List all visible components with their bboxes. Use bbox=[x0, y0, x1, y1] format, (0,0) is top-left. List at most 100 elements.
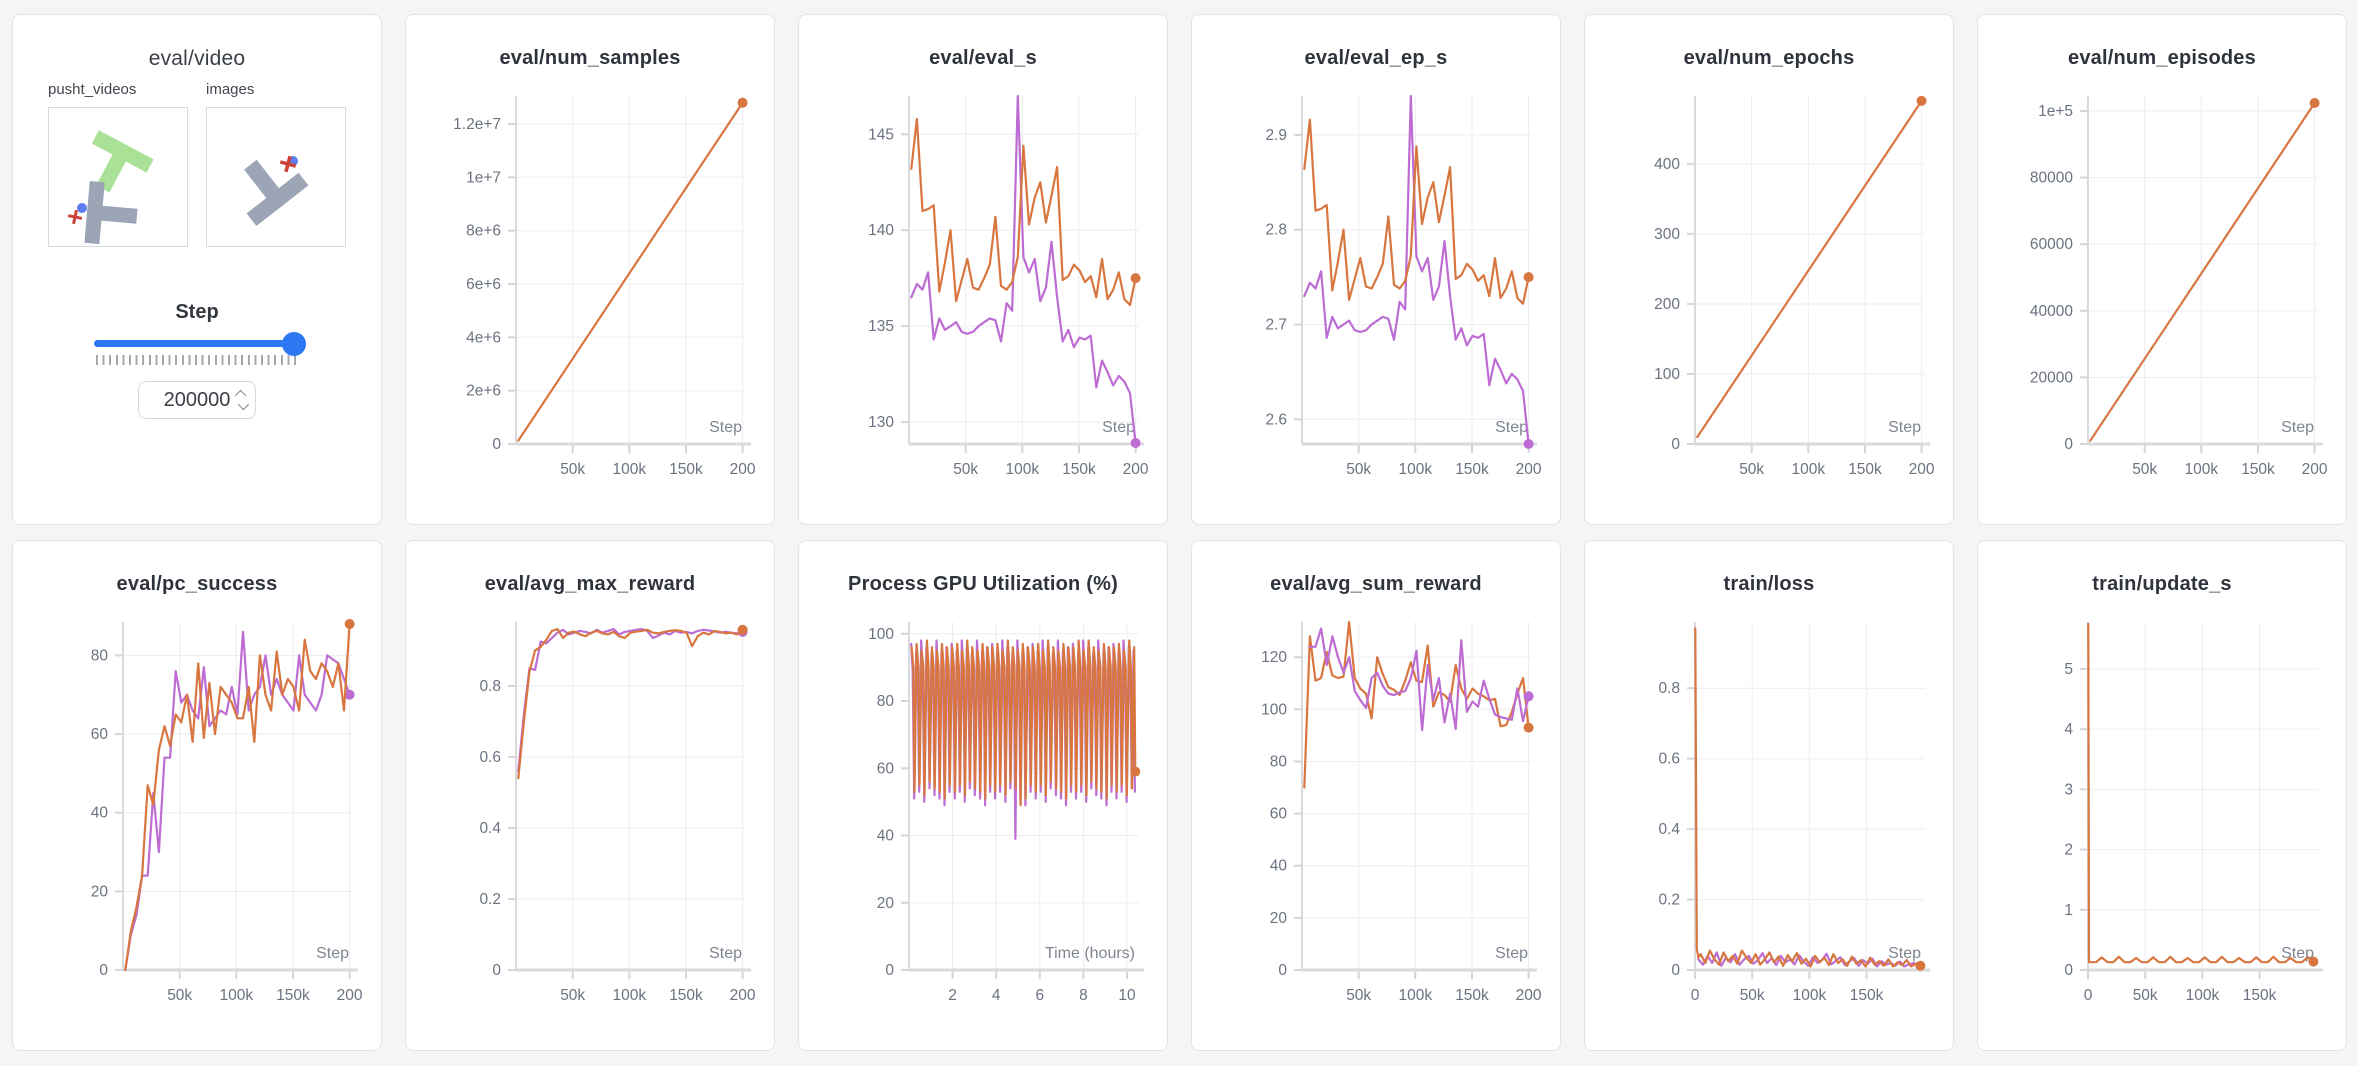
svg-text:2.6: 2.6 bbox=[1265, 411, 1287, 428]
line-chart[interactable]: 50k 100k 150k 200 0 20 40 60 80 Step bbox=[13, 606, 382, 1028]
panel-gpu-utilization: Process GPU Utilization (%) 2 4 6 8 10 0 20 40 6… bbox=[798, 540, 1168, 1051]
target-cross-icon bbox=[279, 155, 297, 173]
svg-text:0: 0 bbox=[99, 962, 108, 979]
svg-text:Step: Step bbox=[1495, 945, 1528, 962]
chart-title: eval/num_samples bbox=[499, 47, 681, 69]
svg-text:0: 0 bbox=[2064, 962, 2073, 979]
svg-text:50k: 50k bbox=[1739, 461, 1764, 478]
svg-text:0: 0 bbox=[492, 436, 501, 453]
svg-text:80000: 80000 bbox=[2030, 170, 2073, 187]
panel-title: eval/video bbox=[148, 47, 246, 70]
svg-text:200: 200 bbox=[1654, 296, 1680, 313]
step-slider[interactable] bbox=[94, 331, 306, 365]
svg-text:150k: 150k bbox=[2243, 987, 2277, 1004]
line-chart[interactable]: 50k 100k 150k 200 130 135 140 145 Step bbox=[799, 80, 1168, 502]
svg-text:2.7: 2.7 bbox=[1265, 317, 1287, 334]
slider-track[interactable] bbox=[94, 331, 306, 356]
svg-text:1.2e+7: 1.2e+7 bbox=[453, 116, 501, 133]
svg-text:Step: Step bbox=[1888, 945, 1921, 962]
svg-text:2.8: 2.8 bbox=[1265, 222, 1287, 239]
panel-train-update-s: train/update_s 0 50k 100k 150k 0 1 2 3 4 5 Step bbox=[1977, 540, 2347, 1051]
svg-text:3: 3 bbox=[2064, 781, 2073, 798]
svg-text:200: 200 bbox=[1123, 461, 1149, 478]
svg-text:4: 4 bbox=[992, 987, 1001, 1004]
svg-text:80: 80 bbox=[877, 693, 895, 710]
panel-eval-num-episodes: eval/num_episodes 50k 100k 150k 200 0 20000 40… bbox=[1977, 14, 2347, 525]
svg-text:140: 140 bbox=[868, 222, 894, 239]
svg-text:0: 0 bbox=[1278, 962, 1287, 979]
line-chart[interactable]: 50k 100k 150k 200 0 0.2 0.4 0.6 0.8 Step bbox=[406, 606, 775, 1028]
panel-eval-num-epochs: eval/num_epochs 50k 100k 150k 200 0 100 200 300… bbox=[1584, 14, 1954, 525]
svg-text:Step: Step bbox=[709, 419, 742, 436]
svg-text:0: 0 bbox=[1671, 436, 1680, 453]
svg-text:100: 100 bbox=[1654, 366, 1680, 383]
line-chart[interactable]: 50k 100k 150k 200 0 20000 40000 60000 80000 1e+5 S… bbox=[1978, 80, 2347, 502]
svg-text:135: 135 bbox=[868, 318, 894, 335]
svg-text:145: 145 bbox=[868, 126, 894, 143]
line-chart[interactable]: 50k 100k 150k 200 0 2e+6 4e+6 6e+6 8e+6 1e+7 1.2e+… bbox=[406, 80, 775, 502]
svg-text:50k: 50k bbox=[2133, 987, 2158, 1004]
svg-text:8: 8 bbox=[1079, 987, 1088, 1004]
stepper-arrows[interactable] bbox=[234, 389, 250, 411]
svg-text:0: 0 bbox=[2084, 987, 2093, 1004]
svg-text:80: 80 bbox=[1270, 754, 1288, 771]
pusht-video-thumbnail[interactable] bbox=[48, 107, 188, 247]
svg-text:40: 40 bbox=[877, 828, 895, 845]
chart-title: eval/avg_sum_reward bbox=[1270, 573, 1482, 595]
svg-text:150k: 150k bbox=[669, 461, 703, 478]
svg-text:200: 200 bbox=[1516, 987, 1542, 1004]
svg-text:300: 300 bbox=[1654, 226, 1680, 243]
chart-title: Process GPU Utilization (%) bbox=[848, 573, 1118, 595]
svg-text:2.9: 2.9 bbox=[1265, 127, 1287, 144]
chart-title: eval/eval_s bbox=[929, 47, 1037, 69]
svg-text:Time (hours): Time (hours) bbox=[1045, 945, 1135, 962]
line-chart[interactable]: 50k 100k 150k 200 0 100 200 300 400 Step bbox=[1585, 80, 1954, 502]
svg-text:150k: 150k bbox=[1848, 461, 1882, 478]
slider-thumb[interactable] bbox=[282, 331, 306, 356]
svg-text:400: 400 bbox=[1654, 156, 1680, 173]
svg-text:150k: 150k bbox=[1850, 987, 1884, 1004]
svg-text:0: 0 bbox=[885, 962, 894, 979]
media-label: pusht_videos bbox=[48, 81, 137, 98]
panel-eval-num-samples: eval/num_samples 50k 100k 150k 200 0 2e+6 4e+6… bbox=[405, 14, 775, 525]
panel-eval-avg-sum-reward: eval/avg_sum_reward 50k 100k 150k 200 0 20 40 6… bbox=[1191, 540, 1561, 1051]
svg-text:200: 200 bbox=[2302, 461, 2328, 478]
svg-text:0.8: 0.8 bbox=[1658, 680, 1680, 697]
step-input[interactable]: 200000 bbox=[138, 381, 256, 419]
panel-eval-pc-success: eval/pc_success 50k 100k 150k 200 0 20 40 60 80 S… bbox=[12, 540, 382, 1051]
svg-text:0.2: 0.2 bbox=[1658, 892, 1680, 909]
step-value[interactable]: 200000 bbox=[163, 388, 231, 411]
line-chart[interactable]: 50k 100k 150k 200 2.6 2.7 2.8 2.9 Step bbox=[1192, 80, 1561, 502]
svg-text:100k: 100k bbox=[1398, 987, 1432, 1004]
svg-text:100k: 100k bbox=[2186, 987, 2220, 1004]
svg-text:0: 0 bbox=[1671, 962, 1680, 979]
svg-text:50k: 50k bbox=[2132, 461, 2157, 478]
pusht-scene-graphic bbox=[67, 130, 154, 245]
images-scene-graphic bbox=[244, 155, 309, 227]
svg-text:0.4: 0.4 bbox=[479, 820, 501, 837]
svg-text:6: 6 bbox=[1035, 987, 1044, 1004]
svg-text:0.4: 0.4 bbox=[1658, 821, 1680, 838]
svg-text:8e+6: 8e+6 bbox=[466, 223, 501, 240]
panel-eval-eval-ep-s: eval/eval_ep_s 50k 100k 150k 200 2.6 2.7 2.8 2.… bbox=[1191, 14, 1561, 525]
svg-text:100: 100 bbox=[1261, 701, 1287, 718]
svg-text:150k: 150k bbox=[669, 987, 703, 1004]
svg-text:100k: 100k bbox=[1793, 987, 1827, 1004]
svg-text:120: 120 bbox=[1261, 649, 1287, 666]
svg-text:150k: 150k bbox=[1062, 461, 1096, 478]
media-thumbnails: pusht_videos bbox=[13, 81, 381, 247]
chart-title: train/update_s bbox=[2092, 573, 2232, 595]
line-chart[interactable]: 50k 100k 150k 200 0 20 40 60 80 100 120 Step bbox=[1192, 606, 1561, 1028]
svg-text:200: 200 bbox=[730, 987, 756, 1004]
svg-text:0: 0 bbox=[1691, 987, 1700, 1004]
svg-text:1e+7: 1e+7 bbox=[466, 169, 501, 186]
svg-text:150k: 150k bbox=[1455, 987, 1489, 1004]
svg-text:0.2: 0.2 bbox=[479, 891, 501, 908]
svg-text:50k: 50k bbox=[1346, 461, 1371, 478]
svg-text:40000: 40000 bbox=[2030, 303, 2073, 320]
line-chart[interactable]: 0 50k 100k 150k 0 0.2 0.4 0.6 0.8 Step bbox=[1585, 606, 1954, 1028]
images-thumbnail[interactable] bbox=[206, 107, 346, 247]
